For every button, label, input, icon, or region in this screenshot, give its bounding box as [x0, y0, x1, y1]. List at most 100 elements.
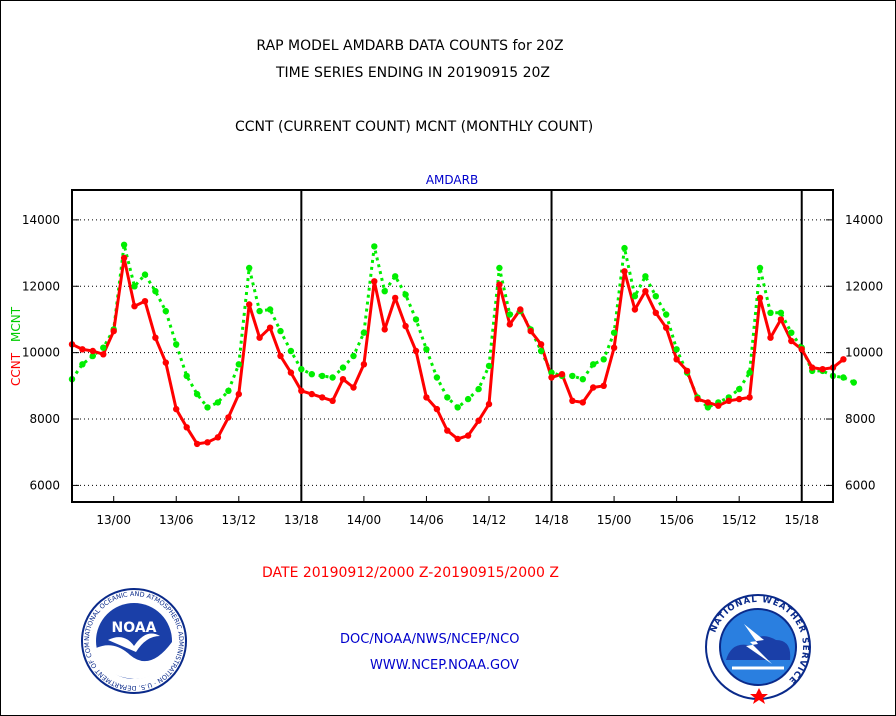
y-tick-label-right: 8000: [845, 412, 876, 426]
point-mcnt: [120, 241, 128, 248]
point-ccnt: [298, 387, 305, 394]
point-ccnt: [464, 432, 472, 439]
point-ccnt: [527, 327, 534, 335]
point-ccnt: [569, 397, 576, 404]
x-tick-label: 15/18: [784, 513, 819, 527]
point-ccnt: [788, 337, 795, 345]
point-ccnt: [339, 376, 347, 383]
horizontal-gridlines: [72, 219, 833, 486]
point-ccnt: [798, 346, 805, 353]
point-ccnt: [652, 309, 659, 316]
point-mcnt: [767, 309, 774, 316]
point-ccnt: [371, 278, 378, 285]
point-ccnt: [683, 367, 691, 375]
point-mcnt: [277, 327, 284, 335]
point-ccnt: [350, 384, 357, 391]
point-mcnt: [496, 264, 503, 272]
point-mcnt: [631, 293, 639, 300]
title-line-3: CCNT (CURRENT COUNT) MCNT (MONTHLY COUNT…: [235, 119, 594, 135]
point-ccnt: [308, 390, 315, 398]
point-ccnt: [162, 359, 169, 366]
point-mcnt: [850, 379, 857, 386]
point-ccnt: [631, 306, 639, 313]
point-ccnt: [79, 346, 86, 353]
y-tick-label-left: 14000: [22, 213, 60, 227]
point-ccnt: [277, 352, 284, 360]
point-ccnt: [204, 439, 211, 446]
x-tick-label: 13/06: [159, 513, 194, 527]
point-mcnt: [204, 404, 211, 411]
point-ccnt: [590, 384, 597, 391]
point-ccnt: [736, 395, 743, 403]
x-tick-label: 13/12: [221, 513, 256, 527]
point-mcnt: [642, 273, 649, 280]
point-mcnt: [569, 372, 576, 380]
point-ccnt: [402, 322, 409, 330]
x-tick-label: 15/00: [597, 513, 632, 527]
point-ccnt: [444, 427, 451, 434]
x-tick-label: 13/18: [284, 513, 319, 527]
point-mcnt: [537, 347, 545, 355]
point-ccnt: [663, 324, 670, 331]
y-label-mcnt: MCNT: [9, 306, 23, 342]
point-mcnt: [141, 271, 149, 278]
point-mcnt: [444, 394, 451, 401]
point-mcnt: [756, 264, 764, 272]
point-ccnt: [704, 399, 712, 406]
date-range: DATE 20190912/2000 Z-20190915/2000 Z: [262, 565, 559, 581]
point-mcnt: [485, 362, 493, 370]
point-ccnt: [517, 306, 524, 313]
point-ccnt: [392, 294, 399, 302]
point-ccnt: [360, 361, 368, 368]
y-axis-right-ticks: 6000 8000 10000 12000 14000: [826, 213, 883, 492]
credit-line-1: DOC/NOAA/NWS/NCEP/NCO: [340, 632, 520, 647]
point-mcnt: [235, 361, 242, 368]
point-mcnt: [673, 346, 680, 353]
point-mcnt: [256, 307, 263, 315]
point-ccnt: [287, 369, 295, 376]
y-tick-label-left: 6000: [29, 478, 60, 492]
point-mcnt: [423, 346, 430, 353]
point-mcnt: [319, 372, 326, 380]
point-mcnt: [89, 352, 97, 360]
point-ccnt: [746, 394, 753, 401]
point-ccnt: [694, 395, 701, 403]
point-ccnt: [475, 417, 482, 424]
point-mcnt: [736, 385, 743, 393]
point-ccnt: [412, 347, 420, 355]
y-tick-label-right: 14000: [845, 213, 883, 227]
point-ccnt: [183, 424, 190, 431]
point-ccnt: [673, 356, 680, 363]
point-mcnt: [663, 311, 670, 318]
point-ccnt: [152, 334, 159, 341]
title-line-1: RAP MODEL AMDARB DATA COUNTS for 20Z: [256, 38, 564, 54]
point-mcnt: [506, 311, 513, 318]
point-ccnt: [173, 405, 180, 413]
x-tick-label: 14/18: [534, 513, 569, 527]
point-ccnt: [454, 435, 461, 443]
point-ccnt: [319, 394, 326, 401]
y-tick-label-right: 6000: [845, 478, 876, 492]
point-ccnt: [246, 301, 253, 308]
point-ccnt: [120, 254, 128, 262]
point-mcnt: [298, 366, 305, 373]
point-ccnt: [89, 347, 97, 355]
point-mcnt: [621, 244, 628, 252]
point-mcnt: [464, 395, 472, 403]
point-ccnt: [621, 268, 628, 275]
point-mcnt: [371, 243, 378, 250]
point-mcnt: [600, 356, 607, 363]
point-ccnt: [558, 371, 566, 378]
point-ccnt: [235, 390, 242, 398]
point-ccnt: [767, 334, 774, 341]
point-mcnt: [392, 273, 399, 280]
point-ccnt: [266, 324, 274, 331]
point-mcnt: [579, 376, 586, 383]
point-ccnt: [496, 281, 503, 288]
point-mcnt: [193, 390, 201, 398]
point-ccnt: [610, 344, 618, 351]
y-tick-label-left: 10000: [22, 346, 60, 360]
point-mcnt: [173, 341, 180, 348]
point-ccnt: [110, 327, 117, 335]
